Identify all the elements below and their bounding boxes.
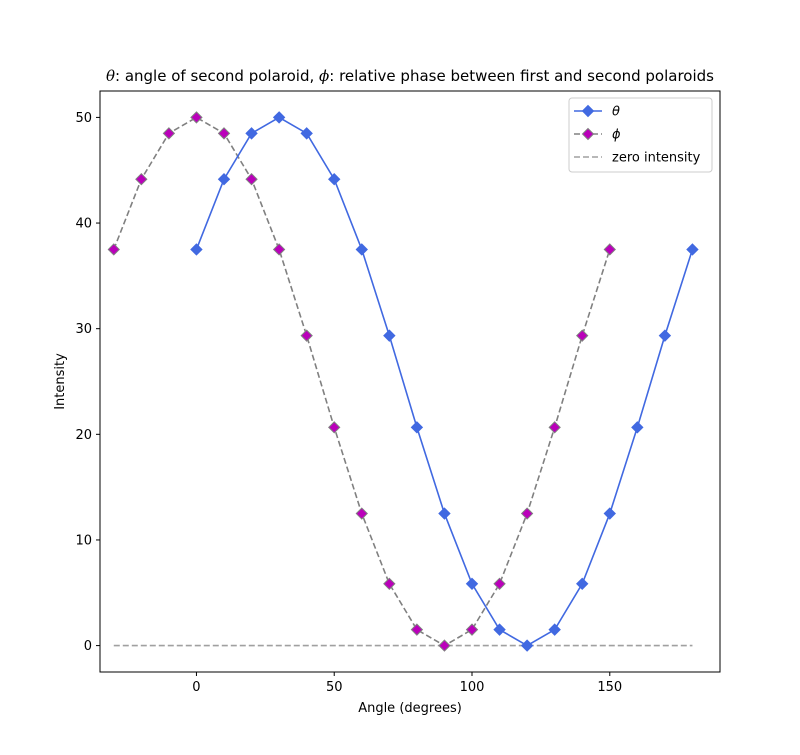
data-point <box>576 577 589 591</box>
data-point <box>190 243 203 256</box>
data-point <box>603 243 616 256</box>
data-point <box>107 243 120 256</box>
legend: θϕ zero intensity <box>568 97 713 173</box>
data-point <box>603 507 616 520</box>
x-tick-label: 0 <box>192 680 200 695</box>
data-point <box>465 623 479 636</box>
data-point <box>520 639 534 652</box>
series-theta <box>190 111 699 652</box>
x-tick-label: 50 <box>326 680 343 695</box>
data-point <box>162 127 176 140</box>
chart-title-text: θ: angle of second polaroid, ϕ: relative… <box>106 67 714 85</box>
y-tick-label: 10 <box>75 533 92 548</box>
data-point <box>410 421 424 434</box>
legend-label: θ <box>612 105 620 120</box>
data-point <box>493 577 506 591</box>
legend-label: ϕ <box>612 128 621 143</box>
data-point <box>300 127 313 140</box>
x-tick-label: 150 <box>597 680 622 695</box>
title-part: ϕ <box>319 67 329 85</box>
title-part: : angle of second polaroid, <box>115 67 319 85</box>
data-point <box>383 329 396 342</box>
data-point <box>245 172 258 186</box>
legend-marker <box>581 104 595 118</box>
x-axis-label: Angle (degrees) <box>358 701 462 716</box>
data-point <box>548 623 561 636</box>
data-point <box>438 507 451 520</box>
title-part: θ <box>106 67 115 85</box>
data-point <box>245 127 258 140</box>
y-tick-label: 30 <box>75 322 92 337</box>
plot-area <box>100 91 720 672</box>
data-point <box>658 329 672 342</box>
legend-label: zero intensity <box>612 151 701 166</box>
x-axis: 0 50 100 150 <box>192 672 622 695</box>
title-part: : relative phase between first and secon… <box>329 67 714 85</box>
data-point <box>135 172 148 186</box>
data-point <box>410 623 424 636</box>
series-phi <box>107 111 616 652</box>
data-point <box>493 623 506 636</box>
data-point <box>355 243 368 256</box>
y-tick-label: 50 <box>75 111 92 126</box>
legend-marker <box>581 127 595 141</box>
y-tick-label: 0 <box>84 639 92 654</box>
y-axis: 0 10 20 30 40 50 <box>75 111 100 654</box>
data-point <box>465 577 479 591</box>
legend-box <box>568 97 713 173</box>
data-point <box>438 639 451 652</box>
data-point <box>217 127 231 140</box>
data-point <box>328 421 341 434</box>
series-layer <box>107 111 699 652</box>
chart-title: θ: angle of second polaroid, ϕ: relative… <box>106 67 714 85</box>
data-point <box>300 329 313 342</box>
data-point <box>217 172 231 186</box>
data-point <box>548 421 561 434</box>
y-tick-label: 40 <box>75 217 92 232</box>
data-point <box>576 329 589 342</box>
data-point <box>190 111 203 124</box>
data-point <box>355 507 368 520</box>
data-point <box>272 243 286 256</box>
data-point <box>520 507 534 520</box>
data-point <box>383 577 396 591</box>
y-axis-label: Intensity <box>53 353 68 410</box>
y-tick-label: 20 <box>75 428 92 443</box>
x-tick-label: 100 <box>460 680 485 695</box>
data-point <box>328 172 341 186</box>
data-point <box>686 243 699 256</box>
data-point <box>272 111 286 124</box>
plot-frame <box>99 90 721 673</box>
data-point <box>631 421 644 434</box>
